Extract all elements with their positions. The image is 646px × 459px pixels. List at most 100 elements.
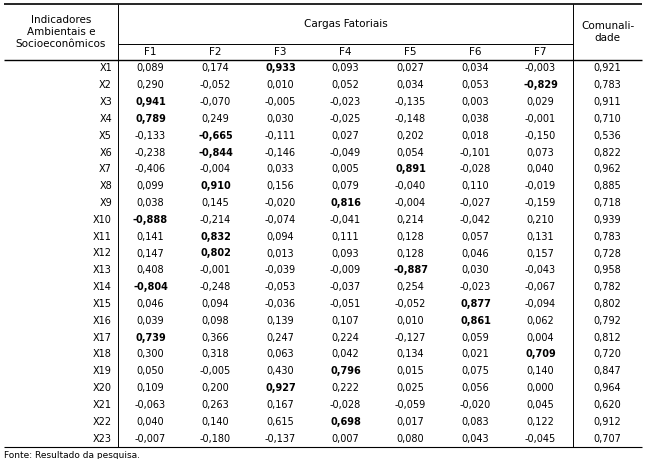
Text: 0,927: 0,927: [265, 383, 296, 393]
Text: 0,015: 0,015: [397, 366, 424, 376]
Text: X11: X11: [93, 232, 112, 242]
Text: 0,300: 0,300: [137, 349, 164, 359]
Text: 0,046: 0,046: [462, 248, 489, 258]
Text: -0,135: -0,135: [395, 97, 426, 107]
Text: 0,034: 0,034: [397, 80, 424, 90]
Text: 0,010: 0,010: [397, 316, 424, 326]
Text: 0,789: 0,789: [135, 114, 166, 124]
Text: F7: F7: [534, 47, 547, 57]
Text: X2: X2: [99, 80, 112, 90]
Text: X21: X21: [93, 400, 112, 410]
Text: 0,040: 0,040: [137, 417, 164, 427]
Text: -0,127: -0,127: [395, 333, 426, 342]
Text: 0,004: 0,004: [526, 333, 554, 342]
Text: 0,057: 0,057: [461, 232, 490, 242]
Text: 0,145: 0,145: [202, 198, 229, 208]
Text: 0,141: 0,141: [137, 232, 164, 242]
Text: -0,180: -0,180: [200, 434, 231, 443]
Text: 0,812: 0,812: [594, 333, 621, 342]
Text: X4: X4: [99, 114, 112, 124]
Text: -0,074: -0,074: [265, 215, 296, 225]
Text: 0,202: 0,202: [397, 131, 424, 141]
Text: 0,045: 0,045: [526, 400, 554, 410]
Text: -0,406: -0,406: [135, 164, 166, 174]
Text: F6: F6: [469, 47, 482, 57]
Text: -0,888: -0,888: [133, 215, 168, 225]
Text: 0,034: 0,034: [462, 63, 489, 73]
Text: 0,059: 0,059: [462, 333, 490, 342]
Text: 0,094: 0,094: [202, 299, 229, 309]
Text: 0,140: 0,140: [526, 366, 554, 376]
Text: 0,128: 0,128: [397, 248, 424, 258]
Text: -0,111: -0,111: [265, 131, 296, 141]
Text: 0,053: 0,053: [462, 80, 490, 90]
Text: 0,698: 0,698: [330, 417, 361, 427]
Text: X13: X13: [93, 265, 112, 275]
Text: -0,887: -0,887: [393, 265, 428, 275]
Text: -0,070: -0,070: [200, 97, 231, 107]
Text: 0,802: 0,802: [200, 248, 231, 258]
Text: 0,408: 0,408: [137, 265, 164, 275]
Text: X5: X5: [99, 131, 112, 141]
Text: 0,099: 0,099: [137, 181, 164, 191]
Text: -0,665: -0,665: [198, 131, 233, 141]
Text: X23: X23: [93, 434, 112, 443]
Text: 0,128: 0,128: [397, 232, 424, 242]
Text: -0,020: -0,020: [460, 400, 491, 410]
Text: -0,023: -0,023: [330, 97, 361, 107]
Text: 0,089: 0,089: [137, 63, 164, 73]
Text: -0,027: -0,027: [460, 198, 491, 208]
Text: -0,028: -0,028: [330, 400, 361, 410]
Text: 0,847: 0,847: [594, 366, 621, 376]
Text: -0,133: -0,133: [135, 131, 166, 141]
Text: 0,816: 0,816: [330, 198, 361, 208]
Text: -0,007: -0,007: [135, 434, 166, 443]
Text: 0,007: 0,007: [331, 434, 359, 443]
Text: 0,147: 0,147: [136, 248, 164, 258]
Text: X17: X17: [93, 333, 112, 342]
Text: 0,885: 0,885: [594, 181, 621, 191]
Text: 0,783: 0,783: [594, 232, 621, 242]
Text: -0,137: -0,137: [265, 434, 296, 443]
Text: X6: X6: [99, 147, 112, 157]
Text: X7: X7: [99, 164, 112, 174]
Text: 0,782: 0,782: [594, 282, 621, 292]
Text: 0,042: 0,042: [331, 349, 359, 359]
Text: -0,005: -0,005: [265, 97, 296, 107]
Text: X14: X14: [93, 282, 112, 292]
Text: X16: X16: [93, 316, 112, 326]
Text: 0,030: 0,030: [462, 265, 489, 275]
Text: 0,017: 0,017: [397, 417, 424, 427]
Text: -0,037: -0,037: [330, 282, 361, 292]
Text: 0,174: 0,174: [202, 63, 229, 73]
Text: 0,224: 0,224: [331, 333, 359, 342]
Text: 0,802: 0,802: [594, 299, 621, 309]
Text: 0,822: 0,822: [594, 147, 621, 157]
Text: 0,911: 0,911: [594, 97, 621, 107]
Text: 0,021: 0,021: [462, 349, 490, 359]
Text: -0,150: -0,150: [525, 131, 556, 141]
Text: -0,020: -0,020: [265, 198, 296, 208]
Text: 0,796: 0,796: [330, 366, 361, 376]
Text: 0,110: 0,110: [462, 181, 489, 191]
Text: -0,049: -0,049: [330, 147, 361, 157]
Text: -0,059: -0,059: [395, 400, 426, 410]
Text: X12: X12: [93, 248, 112, 258]
Text: 0,832: 0,832: [200, 232, 231, 242]
Text: -0,004: -0,004: [395, 198, 426, 208]
Text: 0,214: 0,214: [397, 215, 424, 225]
Text: 0,054: 0,054: [397, 147, 424, 157]
Text: X22: X22: [93, 417, 112, 427]
Text: X18: X18: [93, 349, 112, 359]
Text: 0,109: 0,109: [137, 383, 164, 393]
Text: 0,739: 0,739: [135, 333, 166, 342]
Text: Cargas Fatoriais: Cargas Fatoriais: [304, 19, 388, 29]
Text: 0,247: 0,247: [267, 333, 295, 342]
Text: 0,027: 0,027: [397, 63, 424, 73]
Text: 0,912: 0,912: [594, 417, 621, 427]
Text: 0,038: 0,038: [462, 114, 489, 124]
Text: X15: X15: [93, 299, 112, 309]
Text: 0,933: 0,933: [265, 63, 296, 73]
Text: 0,010: 0,010: [267, 80, 295, 90]
Text: X10: X10: [93, 215, 112, 225]
